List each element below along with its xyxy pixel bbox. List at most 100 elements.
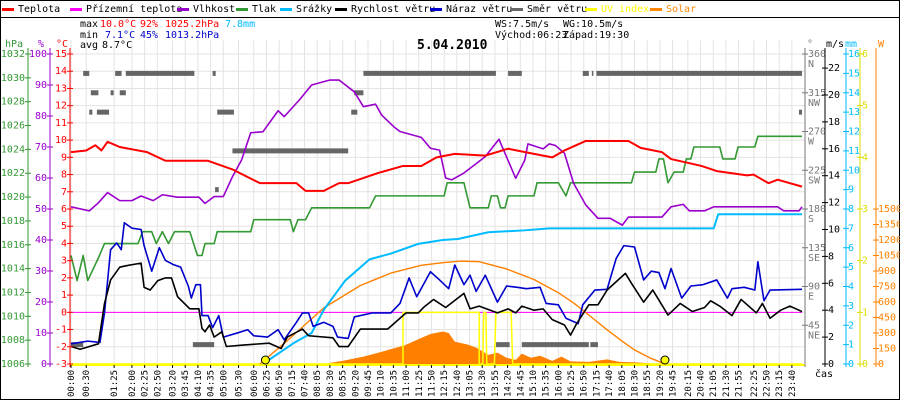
direction-tick-label: 90 bbox=[808, 282, 820, 293]
legend-item-srazky: Srážky bbox=[280, 3, 332, 15]
wind-tick-label: 20 bbox=[828, 90, 840, 101]
rain-tick-label: 15 bbox=[848, 68, 860, 79]
uv-tick-label: 0 bbox=[862, 359, 868, 370]
temperature-tick-label: 14 bbox=[55, 66, 67, 77]
pressure-tick-label: 1032 bbox=[1, 49, 25, 60]
x-tick-label: 00:30 bbox=[82, 370, 92, 397]
rain-tick-label: 13 bbox=[848, 107, 860, 118]
stat-max-label: max bbox=[80, 19, 99, 30]
humidity-tick-label: 80 bbox=[35, 111, 47, 122]
pressure-tick-label: 1008 bbox=[1, 335, 25, 346]
legend-item-prizemni-teplota: Přízemní teplota bbox=[70, 3, 182, 15]
temperature-tick-label: 1 bbox=[61, 290, 67, 301]
pressure-tick-label: 1022 bbox=[1, 168, 25, 179]
humidity-tick-label: 30 bbox=[35, 266, 47, 277]
temperature-tick-label: 15 bbox=[55, 49, 67, 60]
temperature-tick-label: 6 bbox=[61, 204, 67, 215]
x-tick-label: 06:25 bbox=[262, 370, 272, 397]
x-tick-label: 23:15 bbox=[775, 370, 785, 397]
x-tick-label: 08:30 bbox=[326, 370, 336, 397]
legend-swatch bbox=[70, 7, 82, 11]
x-tick-label: 10:35 bbox=[389, 370, 399, 397]
x-tick-label: 21:05 bbox=[709, 370, 719, 397]
x-tick-label: 17:40 bbox=[605, 370, 615, 397]
temperature-tick-label: 3 bbox=[61, 256, 67, 267]
wind-tick-label: 6 bbox=[828, 278, 834, 289]
x-tick-label: 06:00 bbox=[250, 370, 260, 397]
rain-unit-label: mm bbox=[845, 39, 857, 50]
wind-tick-label: 16 bbox=[828, 144, 840, 155]
legend-item-tlak: Tlak bbox=[236, 3, 276, 15]
direction-tick-label: 270 bbox=[808, 127, 826, 138]
x-tick-label: 02:25 bbox=[141, 370, 151, 397]
direction-tick-label: 315 bbox=[808, 88, 826, 99]
wind-tick-label: 12 bbox=[828, 198, 840, 209]
x-tick-label: 16:00 bbox=[554, 370, 564, 397]
stat-min-label: min bbox=[80, 30, 99, 41]
x-tick-label: 16:25 bbox=[567, 370, 577, 397]
solar-tick-label: 900 bbox=[878, 266, 896, 277]
wind-tick-label: 22 bbox=[828, 63, 840, 74]
pressure-tick-label: 1018 bbox=[1, 216, 25, 227]
humidity-tick-label: 50 bbox=[35, 204, 47, 215]
x-axis-label: čas bbox=[815, 368, 833, 380]
x-tick-label: 21:55 bbox=[735, 370, 745, 397]
rain-tick-label: 14 bbox=[848, 88, 860, 99]
solar-tick-label: 1350 bbox=[878, 220, 900, 231]
x-tick-label: 07:40 bbox=[301, 370, 311, 397]
uv-tick-label: 5 bbox=[862, 101, 868, 112]
pressure-tick-label: 1020 bbox=[1, 192, 25, 203]
rain-tick-label: 12 bbox=[848, 127, 860, 138]
humidity-tick-label: 100 bbox=[29, 49, 47, 60]
x-tick-label: 16:50 bbox=[580, 370, 590, 397]
rain-tick-label: 0 bbox=[848, 359, 854, 370]
direction-compass-label: S bbox=[808, 214, 814, 225]
x-tick-label: 05:30 bbox=[235, 370, 245, 397]
temperature-tick-label: 8 bbox=[61, 170, 67, 181]
solar-tick-label: 600 bbox=[878, 297, 896, 308]
x-tick-label: 04:10 bbox=[194, 370, 204, 397]
rain-tick-label: 5 bbox=[848, 262, 854, 273]
x-tick-label: 11:25 bbox=[415, 370, 425, 397]
direction-tick-label: 225 bbox=[808, 165, 826, 176]
x-tick-label: 13:55 bbox=[491, 370, 501, 397]
legend-swatch bbox=[236, 7, 248, 11]
wind-tick-label: 8 bbox=[828, 251, 834, 262]
legend-item-smer-vetru: Směr větru bbox=[511, 3, 587, 15]
legend-label: Solar bbox=[666, 3, 697, 15]
uv-tick-label: 1 bbox=[862, 307, 868, 318]
solar-tick-label: 1200 bbox=[878, 235, 900, 246]
rain-tick-label: 1 bbox=[848, 340, 854, 351]
temperature-tick-label: 11 bbox=[55, 118, 67, 129]
temperature-tick-label: 4 bbox=[61, 238, 67, 249]
pressure-tick-label: 1006 bbox=[1, 359, 25, 370]
rain-tick-label: 9 bbox=[848, 185, 854, 196]
temperature-tick-label: 9 bbox=[61, 152, 67, 163]
rain-tick-label: 8 bbox=[848, 204, 854, 215]
humidity-tick-label: 0 bbox=[41, 359, 47, 370]
stat-max-pressure: 1025.2hPa bbox=[165, 19, 220, 30]
stat-avg-temp: 8.7°C bbox=[102, 40, 133, 51]
direction-tick-label: 180 bbox=[808, 204, 826, 215]
rain-line bbox=[262, 213, 803, 365]
direction-compass-label: W bbox=[808, 137, 815, 148]
solar-tick-label: 1500 bbox=[878, 204, 900, 215]
x-tick-label: 21:30 bbox=[722, 370, 732, 397]
x-tick-label: 08:55 bbox=[339, 370, 349, 397]
temperature-tick-label: -3 bbox=[55, 359, 67, 370]
x-tick-label: 22:50 bbox=[763, 370, 773, 397]
stat-max-rain: 7.8mm bbox=[225, 19, 256, 30]
x-tick-label: 18:55 bbox=[643, 370, 653, 397]
rain-tick-label: 6 bbox=[848, 243, 854, 254]
direction-tick-label: 45 bbox=[808, 320, 820, 331]
uv-tick-label: 3 bbox=[862, 204, 868, 215]
humidity-tick-label: 20 bbox=[35, 297, 47, 308]
direction-compass-label: SW bbox=[808, 175, 821, 186]
pressure-tick-label: 1024 bbox=[1, 144, 25, 155]
x-tick-label: 18:30 bbox=[631, 370, 641, 397]
stat-min-pressure: 1013.2hPa bbox=[165, 30, 220, 41]
temperature-tick-label: 5 bbox=[61, 221, 67, 232]
stat-max-humidity: 92% bbox=[140, 19, 159, 30]
humidity-tick-label: 10 bbox=[35, 328, 47, 339]
legend-swatch bbox=[177, 7, 189, 11]
